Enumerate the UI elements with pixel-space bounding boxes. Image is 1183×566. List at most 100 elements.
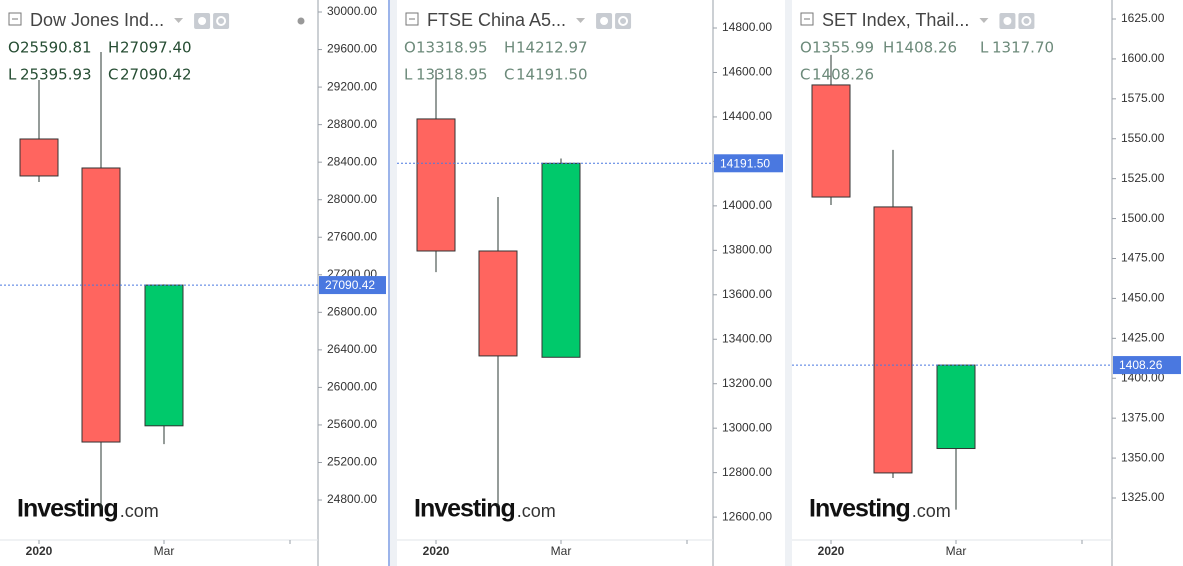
candle-body [873,206,913,474]
y-tick-label: 1525.00 [1121,171,1165,185]
legend-key: L [980,39,989,57]
candle-body [81,167,121,443]
collapse-icon [8,12,22,26]
y-tick-label: 1500.00 [1121,211,1165,225]
candle-body [416,118,456,252]
dropdown-icon [576,18,586,23]
settings-icon [216,16,227,26]
x-tick-label: 2020 [26,544,53,558]
y-tick-label: 28000.00 [327,192,377,206]
watermark: Investing [17,495,118,523]
watermark-suffix: .com [517,501,556,521]
last-price-label: 27090.42 [325,278,375,292]
dropdown-icon [979,18,989,23]
legend-key: L [404,66,413,84]
y-tick-label: 25600.00 [327,417,377,431]
y-tick-label: 27600.00 [327,229,377,243]
candle-body [541,162,581,358]
chart-title: FTSE China A5... [427,10,566,30]
y-tick-label: 13200.00 [722,376,772,390]
legend-key: H [108,39,119,57]
panel: 12600.00 12800.00 13000.00 13200.00 13400.00… [397,0,785,566]
x-tick-label: 2020 [818,544,845,558]
x-tick-label: Mar [551,544,572,558]
legend-value: 13318.95 [416,39,488,57]
legend-value: 1355.99 [812,39,874,57]
y-tick-label: 28400.00 [327,154,377,168]
y-tick-label: 1550.00 [1121,131,1165,145]
y-tick-label: 28800.00 [327,117,377,131]
legend-value: 1408.26 [812,66,874,84]
x-tick-label: Mar [154,544,175,558]
watermark-suffix: .com [912,501,951,521]
y-tick-label: 26400.00 [327,342,377,356]
visibility-icon [1003,17,1012,25]
legend-value: 14212.97 [516,39,588,57]
y-tick-label: 13400.00 [722,331,772,345]
dropdown-icon [174,18,184,23]
y-tick-label: 14000.00 [722,198,772,212]
legend-value: 14191.50 [516,66,588,84]
candle-body [19,138,59,177]
last-price-label: 1408.26 [1119,358,1163,372]
y-tick-label: 29200.00 [327,79,377,93]
panel-background [792,0,1183,566]
settings-icon [213,13,230,29]
last-price-tag [319,276,386,295]
y-tick-label: 1375.00 [1121,410,1165,424]
legend-key: O [800,39,812,57]
legend-value: 1408.26 [895,39,957,57]
y-tick-label: 14800.00 [722,20,772,34]
y-tick-label: 1350.00 [1121,450,1165,464]
y-tick-label: 1600.00 [1121,51,1165,65]
panel: 24800.00 25200.00 25600.00 26000.00 26400.00… [0,0,388,566]
legend-key: H [883,39,894,57]
last-price-tag [1113,356,1181,375]
settings-icon [1018,13,1035,29]
legend-key: C [504,66,514,84]
candle-body [936,364,976,450]
y-tick-label: 12600.00 [722,509,772,523]
legend-key: H [504,39,515,57]
candle-body [478,250,518,357]
legend-value: 25590.81 [20,39,92,57]
y-tick-label: 13000.00 [722,420,772,434]
watermark: Investing [414,495,515,523]
y-tick-label: 14400.00 [722,109,772,123]
legend-value: 25395.93 [20,66,92,84]
y-tick-label: 30000.00 [327,4,377,18]
visibility-icon [198,17,207,25]
collapse-icon [800,12,814,26]
legend-key: C [800,66,810,84]
y-tick-label: 1450.00 [1121,291,1165,305]
candle-body [811,84,851,198]
y-tick-label: 1575.00 [1121,91,1165,105]
legend-value: 1317.70 [992,39,1054,57]
y-tick-label: 24800.00 [327,492,377,506]
watermark-suffix: .com [120,501,159,521]
y-tick-label: 26800.00 [327,304,377,318]
panel: 1325.001350.001375.001400.001425.001450.… [792,0,1183,566]
y-tick-label: 25200.00 [327,455,377,469]
settings-icon [618,16,629,26]
legend-key: O [404,39,416,57]
y-tick-label: 12800.00 [722,465,772,479]
status-dot [297,17,305,25]
panel-background [397,0,785,566]
y-tick-label: 1425.00 [1121,331,1165,345]
x-tick-label: Mar [946,544,967,558]
legend-value: 13318.95 [416,66,488,84]
legend-key: L [8,66,17,84]
chart-title: SET Index, Thail... [822,10,969,30]
y-tick-label: 1625.00 [1121,11,1165,25]
legend-key: O [8,39,20,57]
y-tick-label: 1475.00 [1121,251,1165,265]
y-tick-label: 1325.00 [1121,490,1165,504]
y-tick-label: 13800.00 [722,242,772,256]
y-tick-label: 13600.00 [722,287,772,301]
chart-title: Dow Jones Ind... [30,10,164,30]
y-tick-label: 26000.00 [327,380,377,394]
x-tick-label: 2020 [423,544,450,558]
